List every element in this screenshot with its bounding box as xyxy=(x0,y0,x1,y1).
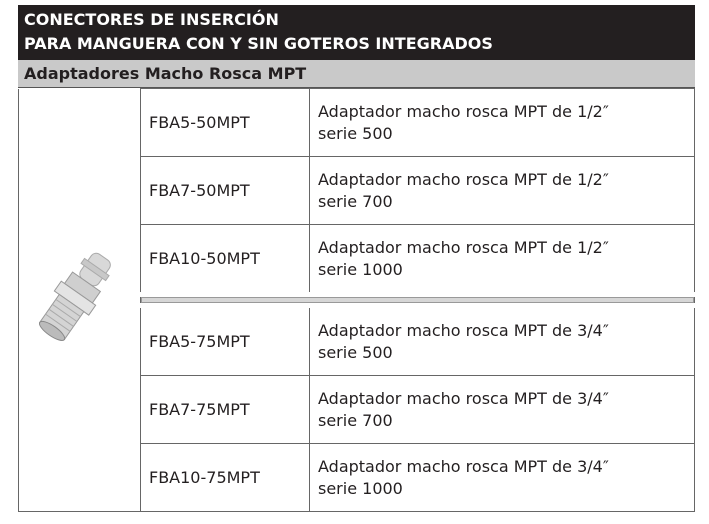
description-line: Adaptador macho rosca MPT de 3/4″ xyxy=(318,456,609,476)
product-description: Adaptador macho rosca MPT de 1/2″ serie 5… xyxy=(309,88,695,157)
separator-bar xyxy=(140,292,695,308)
product-code: FBA10-75MPT xyxy=(140,443,310,512)
product-code: FBA7-50MPT xyxy=(140,156,310,225)
product-description: Adaptador macho rosca MPT de 3/4″ serie 1… xyxy=(309,443,695,512)
description-line: serie 1000 xyxy=(318,259,403,279)
product-image xyxy=(38,252,111,341)
product-code: FBA5-75MPT xyxy=(140,305,310,376)
separator-row xyxy=(19,292,695,308)
product-code: FBA10-50MPT xyxy=(140,224,310,295)
description-line: serie 700 xyxy=(318,410,393,430)
description-line: serie 1000 xyxy=(318,478,403,498)
product-table: FBA5-50MPT Adaptador macho rosca MPT de 1… xyxy=(18,88,695,512)
product-row: FBA5-75MPT Adaptador macho rosca MPT de 3… xyxy=(19,305,695,376)
product-code: FBA5-50MPT xyxy=(140,88,310,157)
product-description: Adaptador macho rosca MPT de 1/2″ serie 1… xyxy=(309,224,695,295)
product-row: FBA10-50MPT Adaptador macho rosca MPT de … xyxy=(19,224,695,295)
product-description: Adaptador macho rosca MPT de 1/2″ serie 7… xyxy=(309,156,695,225)
header-title-line: CONECTORES DE INSERCIÓN xyxy=(24,10,279,29)
description-line: Adaptador macho rosca MPT de 3/4″ xyxy=(318,388,609,408)
image-cell xyxy=(18,88,141,512)
product-row: FBA7-50MPT Adaptador macho rosca MPT de 1… xyxy=(19,156,695,225)
description-line: serie 700 xyxy=(318,191,393,211)
description-line: Adaptador macho rosca MPT de 3/4″ xyxy=(318,320,609,340)
description-line: serie 500 xyxy=(318,342,393,362)
product-code: FBA7-75MPT xyxy=(140,375,310,444)
product-row: FBA7-75MPT Adaptador macho rosca MPT de 3… xyxy=(19,375,695,444)
description-line: Adaptador macho rosca MPT de 1/2″ xyxy=(318,237,609,257)
header: CONECTORES DE INSERCIÓN PARA MANGUERA CON… xyxy=(18,5,695,60)
description-line: serie 500 xyxy=(318,123,393,143)
subheader: Adaptadores Macho Rosca MPT xyxy=(18,60,695,88)
header-title-line: PARA MANGUERA CON Y SIN GOTEROS INTEGRAD… xyxy=(24,34,493,53)
product-description: Adaptador macho rosca MPT de 3/4″ serie 5… xyxy=(309,305,695,376)
description-line: Adaptador macho rosca MPT de 1/2″ xyxy=(318,169,609,189)
product-row: FBA5-50MPT Adaptador macho rosca MPT de 1… xyxy=(18,88,695,512)
product-row: FBA10-75MPT Adaptador macho rosca MPT de … xyxy=(19,443,695,512)
product-description: Adaptador macho rosca MPT de 3/4″ serie 7… xyxy=(309,375,695,444)
description-line: Adaptador macho rosca MPT de 1/2″ xyxy=(318,101,609,121)
